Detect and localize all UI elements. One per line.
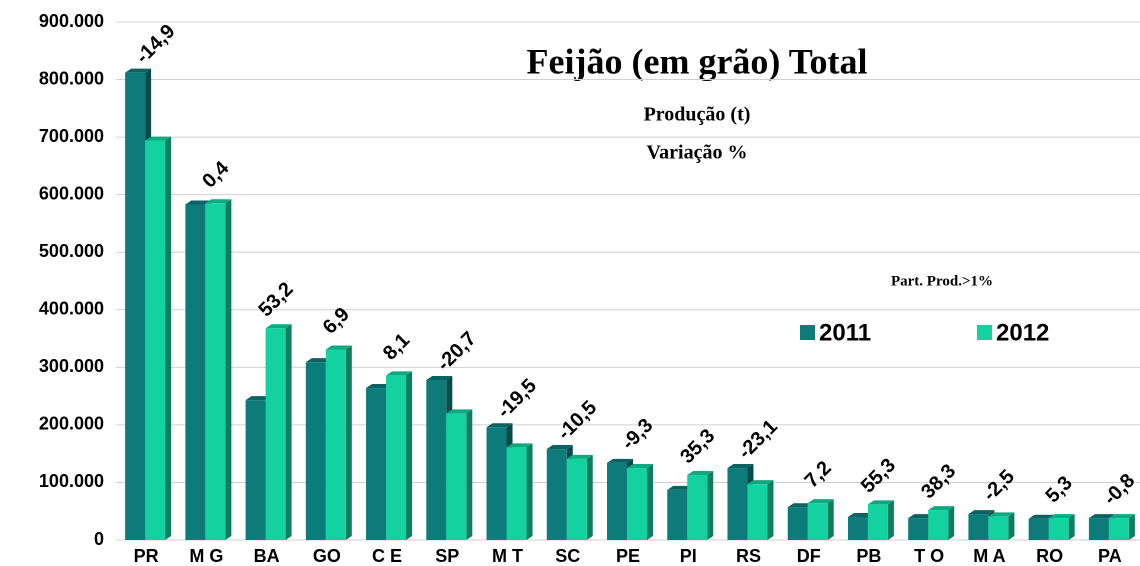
y-tick-label: 800.000 (39, 68, 104, 88)
x-tick-label: RO (1036, 546, 1063, 566)
annotation: -0,8 (1099, 470, 1139, 510)
bar (807, 499, 834, 540)
y-tick-label: 200.000 (39, 414, 104, 434)
annotation: 0,4 (198, 157, 234, 193)
x-tick-label: RS (736, 546, 761, 566)
bar (988, 512, 1015, 540)
note: Part. Prod.>1% (891, 273, 993, 289)
bar (566, 454, 593, 540)
y-tick-label: 400.000 (39, 299, 104, 319)
y-tick-label: 600.000 (39, 183, 104, 203)
x-tick-label: PA (1098, 546, 1122, 566)
annotation: 5,3 (1042, 472, 1077, 507)
annotation: 53,2 (255, 278, 298, 321)
y-tick-label: 900.000 (39, 11, 104, 31)
annotation: -2,5 (979, 466, 1019, 506)
x-tick-label: M G (189, 546, 223, 566)
annotation: -9,3 (618, 414, 658, 454)
x-tick-label: GO (313, 546, 341, 566)
y-tick-label: 500.000 (39, 241, 104, 261)
annotation: 6,9 (319, 303, 354, 338)
subtitle: Produção (t) (644, 104, 751, 126)
bar (386, 371, 413, 540)
x-tick-label: PB (856, 546, 881, 566)
annotation: -20,7 (433, 328, 481, 376)
y-tick-label: 100.000 (39, 471, 104, 491)
y-tick-label: 700.000 (39, 126, 104, 146)
legend-swatch (800, 325, 815, 340)
bar (145, 136, 172, 540)
subtitle: Variação % (647, 142, 748, 164)
x-tick-label: C E (372, 546, 402, 566)
x-tick-label: PE (616, 546, 640, 566)
legend-label: 2011 (819, 319, 871, 346)
annotation: -14,9 (132, 20, 180, 68)
x-tick-label: DF (797, 546, 821, 566)
bar (1108, 514, 1135, 540)
bar (446, 409, 473, 540)
bar (205, 199, 232, 541)
bar (747, 480, 774, 540)
legend-swatch (977, 325, 992, 340)
bar (867, 500, 894, 540)
bar (687, 470, 714, 540)
y-tick-label: 0 (94, 529, 104, 549)
x-tick-label: M A (973, 546, 1005, 566)
bar (325, 345, 352, 540)
x-tick-label: SP (435, 546, 459, 566)
y-tick-label: 300.000 (39, 356, 104, 376)
chart-title: Feijão (em grão) Total (527, 41, 868, 81)
legend-label: 2012 (996, 319, 1049, 346)
x-tick-label: PR (134, 546, 159, 566)
annotation: -23,1 (734, 416, 782, 464)
x-tick-label: M T (492, 546, 523, 566)
annotation: 55,3 (857, 454, 900, 497)
x-tick-label: PI (680, 546, 697, 566)
bar (265, 324, 292, 540)
x-tick-label: T O (914, 546, 944, 566)
bar (1048, 514, 1075, 540)
annotation: 35,3 (676, 425, 719, 468)
bar (627, 464, 653, 540)
annotation: -10,5 (553, 397, 601, 445)
annotation: 38,3 (917, 460, 960, 503)
annotation: 7,2 (801, 457, 836, 492)
x-tick-label: BA (254, 546, 280, 566)
annotation: -19,5 (493, 375, 541, 423)
bar (928, 506, 955, 540)
bar (506, 443, 533, 540)
annotation: 8,1 (379, 329, 414, 364)
x-tick-label: SC (555, 546, 580, 566)
